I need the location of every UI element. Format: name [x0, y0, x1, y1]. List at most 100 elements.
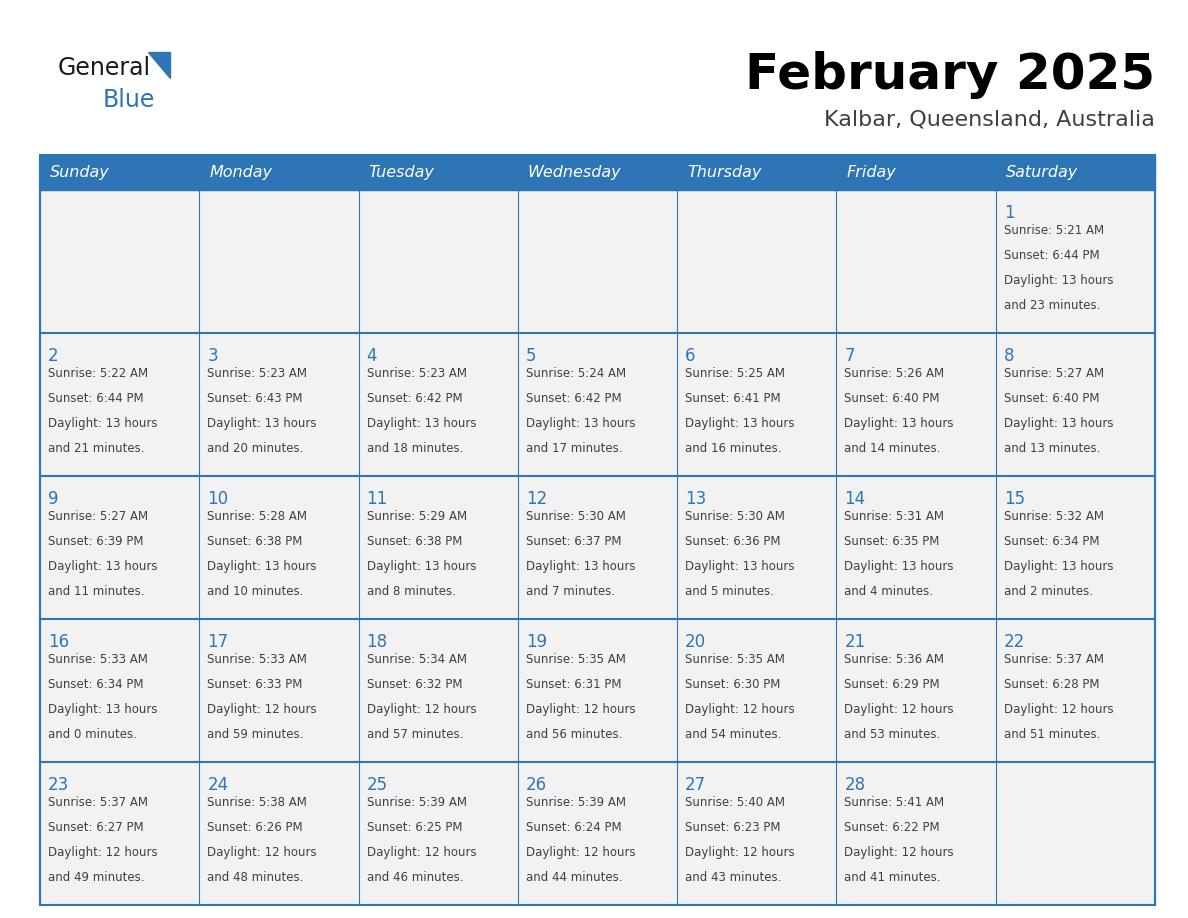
Text: 15: 15: [1004, 490, 1025, 508]
Text: Sunrise: 5:23 AM: Sunrise: 5:23 AM: [207, 367, 308, 380]
Text: Sunrise: 5:21 AM: Sunrise: 5:21 AM: [1004, 224, 1104, 237]
Text: 25: 25: [367, 776, 387, 794]
Text: 12: 12: [526, 490, 548, 508]
Text: 6: 6: [685, 347, 696, 365]
Text: Sunset: 6:27 PM: Sunset: 6:27 PM: [48, 821, 144, 834]
Text: Sunrise: 5:41 AM: Sunrise: 5:41 AM: [845, 796, 944, 809]
Text: Sunset: 6:23 PM: Sunset: 6:23 PM: [685, 821, 781, 834]
Text: Daylight: 13 hours: Daylight: 13 hours: [1004, 417, 1113, 430]
Text: 5: 5: [526, 347, 536, 365]
Text: Sunset: 6:44 PM: Sunset: 6:44 PM: [48, 392, 144, 405]
Text: Thursday: Thursday: [687, 165, 762, 180]
Text: Sunset: 6:30 PM: Sunset: 6:30 PM: [685, 678, 781, 691]
Text: Sunrise: 5:23 AM: Sunrise: 5:23 AM: [367, 367, 467, 380]
Text: and 57 minutes.: and 57 minutes.: [367, 728, 463, 741]
Text: and 8 minutes.: and 8 minutes.: [367, 585, 455, 598]
Text: Daylight: 13 hours: Daylight: 13 hours: [845, 560, 954, 573]
Text: and 2 minutes.: and 2 minutes.: [1004, 585, 1093, 598]
Text: Daylight: 12 hours: Daylight: 12 hours: [685, 846, 795, 859]
Text: Daylight: 13 hours: Daylight: 13 hours: [526, 417, 636, 430]
Text: Kalbar, Queensland, Australia: Kalbar, Queensland, Australia: [824, 110, 1155, 130]
Text: Sunrise: 5:37 AM: Sunrise: 5:37 AM: [48, 796, 148, 809]
Text: and 21 minutes.: and 21 minutes.: [48, 442, 145, 455]
Text: Sunset: 6:33 PM: Sunset: 6:33 PM: [207, 678, 303, 691]
Text: and 41 minutes.: and 41 minutes.: [845, 871, 941, 884]
Text: 10: 10: [207, 490, 228, 508]
Text: Sunrise: 5:25 AM: Sunrise: 5:25 AM: [685, 367, 785, 380]
Text: Daylight: 12 hours: Daylight: 12 hours: [367, 703, 476, 716]
Text: and 7 minutes.: and 7 minutes.: [526, 585, 615, 598]
Text: Sunset: 6:29 PM: Sunset: 6:29 PM: [845, 678, 940, 691]
Bar: [40, 619, 1155, 762]
Text: Sunrise: 5:33 AM: Sunrise: 5:33 AM: [207, 653, 308, 666]
Text: Daylight: 13 hours: Daylight: 13 hours: [207, 417, 317, 430]
Text: and 56 minutes.: and 56 minutes.: [526, 728, 623, 741]
Text: 19: 19: [526, 633, 546, 651]
Text: Daylight: 12 hours: Daylight: 12 hours: [526, 846, 636, 859]
Text: Sunrise: 5:34 AM: Sunrise: 5:34 AM: [367, 653, 467, 666]
Text: Sunrise: 5:35 AM: Sunrise: 5:35 AM: [526, 653, 626, 666]
Text: Sunday: Sunday: [50, 165, 109, 180]
Text: Daylight: 13 hours: Daylight: 13 hours: [1004, 560, 1113, 573]
Text: Daylight: 13 hours: Daylight: 13 hours: [48, 417, 158, 430]
Text: Daylight: 12 hours: Daylight: 12 hours: [526, 703, 636, 716]
Text: Sunset: 6:32 PM: Sunset: 6:32 PM: [367, 678, 462, 691]
Text: 2: 2: [48, 347, 58, 365]
Text: Sunrise: 5:32 AM: Sunrise: 5:32 AM: [1004, 510, 1104, 523]
Text: Daylight: 13 hours: Daylight: 13 hours: [367, 417, 476, 430]
Text: Sunrise: 5:39 AM: Sunrise: 5:39 AM: [526, 796, 626, 809]
Text: 26: 26: [526, 776, 546, 794]
Text: Sunrise: 5:24 AM: Sunrise: 5:24 AM: [526, 367, 626, 380]
Text: and 14 minutes.: and 14 minutes.: [845, 442, 941, 455]
Text: Sunrise: 5:27 AM: Sunrise: 5:27 AM: [1004, 367, 1104, 380]
Text: Sunrise: 5:22 AM: Sunrise: 5:22 AM: [48, 367, 148, 380]
Text: Sunset: 6:31 PM: Sunset: 6:31 PM: [526, 678, 621, 691]
Text: Daylight: 12 hours: Daylight: 12 hours: [207, 703, 317, 716]
Text: and 48 minutes.: and 48 minutes.: [207, 871, 304, 884]
Text: Sunset: 6:44 PM: Sunset: 6:44 PM: [1004, 249, 1099, 262]
Text: Sunrise: 5:27 AM: Sunrise: 5:27 AM: [48, 510, 148, 523]
Text: Daylight: 12 hours: Daylight: 12 hours: [1004, 703, 1113, 716]
Text: Daylight: 13 hours: Daylight: 13 hours: [48, 560, 158, 573]
Text: and 44 minutes.: and 44 minutes.: [526, 871, 623, 884]
Text: and 20 minutes.: and 20 minutes.: [207, 442, 304, 455]
Text: 13: 13: [685, 490, 707, 508]
Text: 4: 4: [367, 347, 377, 365]
Text: Tuesday: Tuesday: [368, 165, 435, 180]
Text: Sunset: 6:36 PM: Sunset: 6:36 PM: [685, 535, 781, 548]
Text: Saturday: Saturday: [1006, 165, 1078, 180]
Text: 7: 7: [845, 347, 855, 365]
Text: 27: 27: [685, 776, 707, 794]
Text: 8: 8: [1004, 347, 1015, 365]
Text: and 43 minutes.: and 43 minutes.: [685, 871, 782, 884]
Text: and 17 minutes.: and 17 minutes.: [526, 442, 623, 455]
Text: 3: 3: [207, 347, 217, 365]
Text: Sunrise: 5:33 AM: Sunrise: 5:33 AM: [48, 653, 147, 666]
Text: February 2025: February 2025: [745, 51, 1155, 99]
Text: 24: 24: [207, 776, 228, 794]
Text: Sunset: 6:25 PM: Sunset: 6:25 PM: [367, 821, 462, 834]
Polygon shape: [148, 52, 170, 78]
Text: Sunrise: 5:35 AM: Sunrise: 5:35 AM: [685, 653, 785, 666]
Text: and 13 minutes.: and 13 minutes.: [1004, 442, 1100, 455]
Text: Daylight: 13 hours: Daylight: 13 hours: [207, 560, 317, 573]
Text: Sunset: 6:28 PM: Sunset: 6:28 PM: [1004, 678, 1099, 691]
Text: 11: 11: [367, 490, 387, 508]
Text: Daylight: 12 hours: Daylight: 12 hours: [207, 846, 317, 859]
Text: Sunrise: 5:28 AM: Sunrise: 5:28 AM: [207, 510, 308, 523]
Text: Sunrise: 5:40 AM: Sunrise: 5:40 AM: [685, 796, 785, 809]
Text: Sunset: 6:41 PM: Sunset: 6:41 PM: [685, 392, 781, 405]
Text: 22: 22: [1004, 633, 1025, 651]
Text: Daylight: 13 hours: Daylight: 13 hours: [367, 560, 476, 573]
Text: 9: 9: [48, 490, 58, 508]
Text: and 4 minutes.: and 4 minutes.: [845, 585, 934, 598]
Text: and 54 minutes.: and 54 minutes.: [685, 728, 782, 741]
Text: Sunrise: 5:31 AM: Sunrise: 5:31 AM: [845, 510, 944, 523]
Bar: [40, 190, 1155, 333]
Text: Sunset: 6:40 PM: Sunset: 6:40 PM: [1004, 392, 1099, 405]
Text: Daylight: 13 hours: Daylight: 13 hours: [845, 417, 954, 430]
Text: Daylight: 12 hours: Daylight: 12 hours: [845, 703, 954, 716]
Text: and 46 minutes.: and 46 minutes.: [367, 871, 463, 884]
Bar: [40, 155, 1155, 190]
Text: Daylight: 13 hours: Daylight: 13 hours: [526, 560, 636, 573]
